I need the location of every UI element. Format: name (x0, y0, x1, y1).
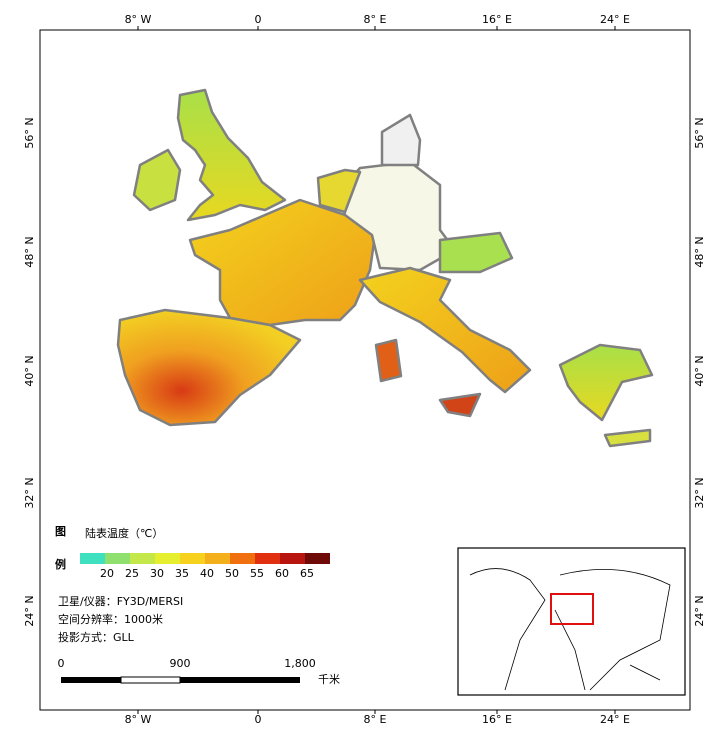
benelux (316, 168, 362, 214)
lon-label: 24° E (600, 713, 630, 726)
lat-label: 40° N (693, 355, 706, 386)
inset-coastlines (469, 568, 671, 691)
lon-label: 8° W (125, 13, 152, 26)
sardinia (374, 338, 403, 383)
lat-label: 32° N (693, 477, 706, 508)
lat-label: 24° N (693, 595, 706, 626)
lon-label: 8° E (364, 13, 387, 26)
lon-label: 0 (255, 13, 262, 26)
inset-map (457, 547, 686, 696)
scale-label: 0 (58, 657, 65, 670)
scale-bar (61, 676, 300, 684)
legend-swatch (155, 553, 180, 564)
lon-label: 0 (255, 713, 262, 726)
scale-segment (61, 677, 121, 683)
legend-swatch (280, 553, 305, 564)
legend-swatch (205, 553, 230, 564)
scale-unit: 千米 (318, 673, 340, 686)
legend-tick-label: 50 (225, 567, 239, 580)
scale-segment (120, 676, 181, 684)
lon-label: 8° E (364, 713, 387, 726)
legend-swatch (305, 553, 330, 564)
lat-label: 56° N (23, 117, 36, 148)
ireland (132, 148, 182, 212)
lon-label: 16° E (482, 713, 512, 726)
italy (358, 266, 532, 394)
austria (438, 231, 514, 274)
legend-label: 图 (55, 525, 66, 538)
info-line: 卫星/仪器：FY3D/MERSI (58, 595, 183, 608)
scale-segment (180, 677, 300, 683)
greece (558, 343, 654, 422)
legend-title: 陆表温度（℃） (85, 526, 163, 540)
scale-label: 900 (170, 657, 191, 670)
legend-swatch (230, 553, 255, 564)
lat-label: 56° N (693, 117, 706, 148)
legend-tick-label: 20 (100, 567, 114, 580)
info-line: 空间分辨率：1000米 (58, 612, 163, 626)
france (188, 198, 377, 327)
legend-swatch (105, 553, 130, 564)
lon-label: 8° W (125, 713, 152, 726)
great-britain (176, 88, 287, 222)
info-line: 投影方式：GLL (58, 630, 135, 644)
lon-label: 16° E (482, 13, 512, 26)
lat-label: 32° N (23, 477, 36, 508)
sicily (438, 392, 482, 418)
legend-label: 例 (55, 557, 66, 571)
lat-label: 48° N (693, 236, 706, 267)
lat-label: 48° N (23, 236, 36, 267)
lon-label: 24° E (600, 13, 630, 26)
inset-frame (457, 547, 686, 696)
legend-swatch (180, 553, 205, 564)
map-land (116, 88, 654, 448)
crete (603, 428, 652, 448)
inset-extent-box (550, 593, 594, 625)
iberia (116, 308, 302, 427)
lat-label: 40° N (23, 355, 36, 386)
legend-tick-label: 60 (275, 567, 289, 580)
legend-tick-label: 35 (175, 567, 189, 580)
legend-swatch (80, 553, 105, 564)
legend-tick-label: 25 (125, 567, 139, 580)
legend-tick-label: 30 (150, 567, 164, 580)
legend-tick-label: 65 (300, 567, 314, 580)
scale-label: 1,800 (284, 657, 316, 670)
legend-tick-label: 55 (250, 567, 264, 580)
legend-swatch (255, 553, 280, 564)
lat-label: 24° N (23, 595, 36, 626)
denmark (380, 113, 422, 167)
legend-swatch (130, 553, 155, 564)
legend-tick-label: 40 (200, 567, 214, 580)
